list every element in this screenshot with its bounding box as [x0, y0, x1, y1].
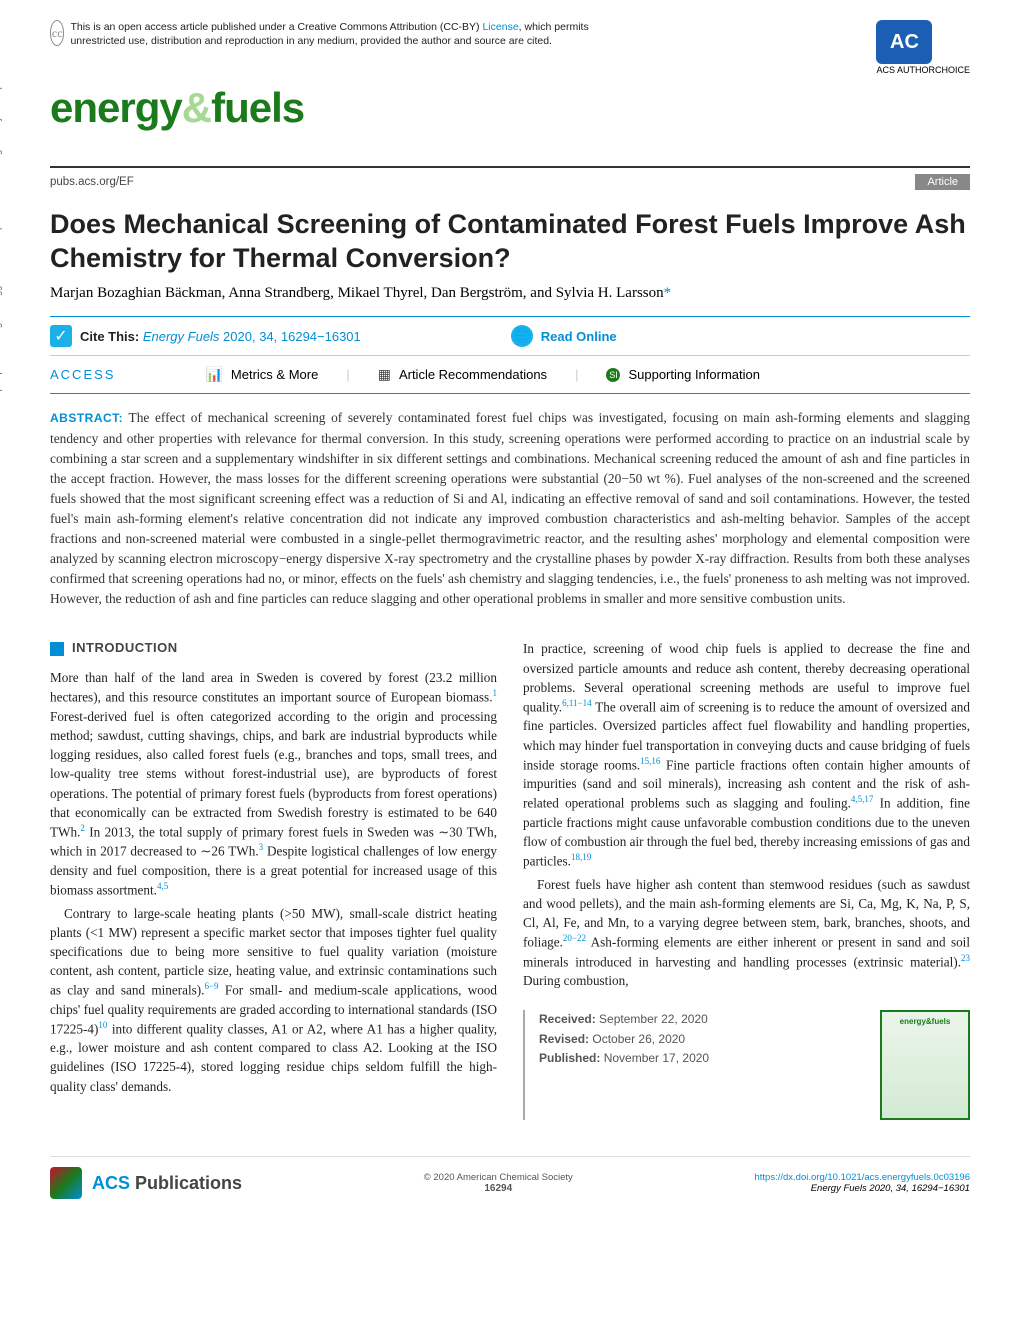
dates-list: Received: September 22, 2020 Revised: Oc… [539, 1010, 709, 1068]
authors: Marjan Bozaghian Bäckman, Anna Strandber… [50, 285, 970, 302]
cite-label: Cite This: [80, 329, 143, 344]
footer: ACS Publications © 2020 American Chemica… [50, 1156, 970, 1199]
ref-link[interactable]: 4,5,17 [851, 794, 874, 804]
open-access-notice: cc This is an open access article publis… [50, 20, 590, 48]
journal-title: energy&fuels [50, 84, 970, 132]
ref-link[interactable]: 10 [98, 1020, 107, 1030]
ref-link[interactable]: 20−22 [563, 933, 586, 943]
abstract: ABSTRACT: The effect of mechanical scree… [50, 408, 970, 609]
ref-link[interactable]: 4,5 [157, 881, 168, 891]
published-label: Published: [539, 1051, 600, 1065]
publications-text: Publications [130, 1173, 242, 1193]
access-link[interactable]: ACCESS [50, 367, 115, 382]
sidebar-line2: See https://pubs.acs.org/sharingguidelin… [0, 0, 3, 420]
separator: | [575, 367, 578, 382]
cite-row: ✓ Cite This: Energy Fuels 2020, 34, 1629… [50, 317, 970, 355]
journal-amp: & [182, 84, 211, 131]
abstract-text: The effect of mechanical screening of se… [50, 410, 970, 606]
action-row: ACCESS 📊Metrics & More | ▦Article Recomm… [50, 356, 970, 393]
read-online-icon: 🌐 [511, 325, 533, 347]
corresponding-asterisk[interactable]: * [664, 285, 672, 301]
journal-url[interactable]: pubs.acs.org/EF [50, 176, 134, 188]
acs-logo-icon: AC [876, 20, 932, 64]
top-bar: cc This is an open access article publis… [50, 20, 970, 76]
license-link[interactable]: License [482, 21, 518, 33]
ref-link[interactable]: 18,19 [571, 852, 591, 862]
cover-title: energy&fuels [900, 1016, 951, 1028]
acs-text: ACS [92, 1173, 130, 1193]
page-number: 16294 [424, 1183, 573, 1194]
publication-dates-box: Received: September 22, 2020 Revised: Oc… [523, 1010, 970, 1120]
cite-year[interactable]: 2020, 34, 16294−16301 [223, 329, 361, 344]
si-icon: SI [606, 368, 620, 382]
supporting-info-link[interactable]: SISupporting Information [606, 367, 760, 382]
metrics-link[interactable]: 📊Metrics & More [205, 366, 318, 383]
ref-link[interactable]: 6−9 [204, 981, 218, 991]
metrics-icon: 📊 [205, 366, 222, 383]
body-paragraph: More than half of the land area in Swede… [50, 668, 497, 899]
cite-this: Cite This: Energy Fuels 2020, 34, 16294−… [80, 329, 361, 344]
ref-link[interactable]: 1 [493, 688, 498, 698]
column-right: In practice, screening of wood chip fuel… [523, 639, 970, 1120]
oa-text-1: This is an open access article published… [70, 21, 482, 33]
recommendations-link[interactable]: ▦Article Recommendations [378, 366, 547, 383]
separator: | [346, 367, 349, 382]
body-paragraph: Forest fuels have higher ash content tha… [523, 875, 970, 991]
check-icon: ✓ [50, 325, 72, 347]
ref-link[interactable]: 6,11−14 [562, 698, 592, 708]
copyright: © 2020 American Chemical Society 16294 [424, 1172, 573, 1194]
section-title: INTRODUCTION [72, 639, 178, 658]
author-list: Marjan Bozaghian Bäckman, Anna Strandber… [50, 285, 664, 301]
read-online-link[interactable]: 🌐 Read Online [511, 325, 617, 347]
doi-link[interactable]: https://dx.doi.org/10.1021/acs.energyfue… [755, 1172, 970, 1183]
journal-energy: energy [50, 84, 182, 131]
download-sidebar: Downloaded via UMEA UNIV on January 14, … [0, 0, 3, 420]
column-left: INTRODUCTION More than half of the land … [50, 639, 497, 1120]
divider [50, 393, 970, 394]
revised-label: Revised: [539, 1032, 589, 1046]
cite-journal[interactable]: Energy Fuels [143, 329, 223, 344]
sub-bar: pubs.acs.org/EF Article [50, 168, 970, 190]
body-paragraph: Contrary to large-scale heating plants (… [50, 904, 497, 1096]
oa-text: This is an open access article published… [70, 20, 590, 48]
introduction-header: INTRODUCTION [50, 639, 497, 658]
journal-fuels: fuels [211, 84, 304, 131]
article-type-badge: Article [915, 174, 970, 190]
received-label: Received: [539, 1012, 596, 1026]
published-value: November 17, 2020 [604, 1051, 709, 1065]
abstract-label: ABSTRACT: [50, 411, 123, 425]
acs-publications-logo[interactable]: ACS Publications [50, 1167, 242, 1199]
footer-citation: Energy Fuels 2020, 34, 16294−16301 [811, 1183, 970, 1194]
revised-value: October 26, 2020 [592, 1032, 685, 1046]
body-columns: INTRODUCTION More than half of the land … [50, 639, 970, 1120]
section-marker-icon [50, 642, 64, 656]
acs-badge-label: ACS AUTHORCHOICE [876, 66, 970, 76]
acs-authorchoice-badge: AC ACS AUTHORCHOICE [876, 20, 970, 76]
cc-icon: cc [50, 20, 64, 46]
journal-cover-thumbnail: energy&fuels [880, 1010, 970, 1120]
ref-link[interactable]: 15,16 [640, 756, 660, 766]
doi-block: https://dx.doi.org/10.1021/acs.energyfue… [755, 1172, 970, 1194]
acs-triangle-icon [50, 1167, 82, 1199]
article-title: Does Mechanical Screening of Contaminate… [50, 208, 970, 276]
ref-link[interactable]: 23 [961, 953, 970, 963]
read-online-label: Read Online [541, 329, 617, 344]
recommendations-icon: ▦ [378, 366, 391, 383]
received-value: September 22, 2020 [599, 1012, 708, 1026]
body-paragraph: In practice, screening of wood chip fuel… [523, 639, 970, 870]
